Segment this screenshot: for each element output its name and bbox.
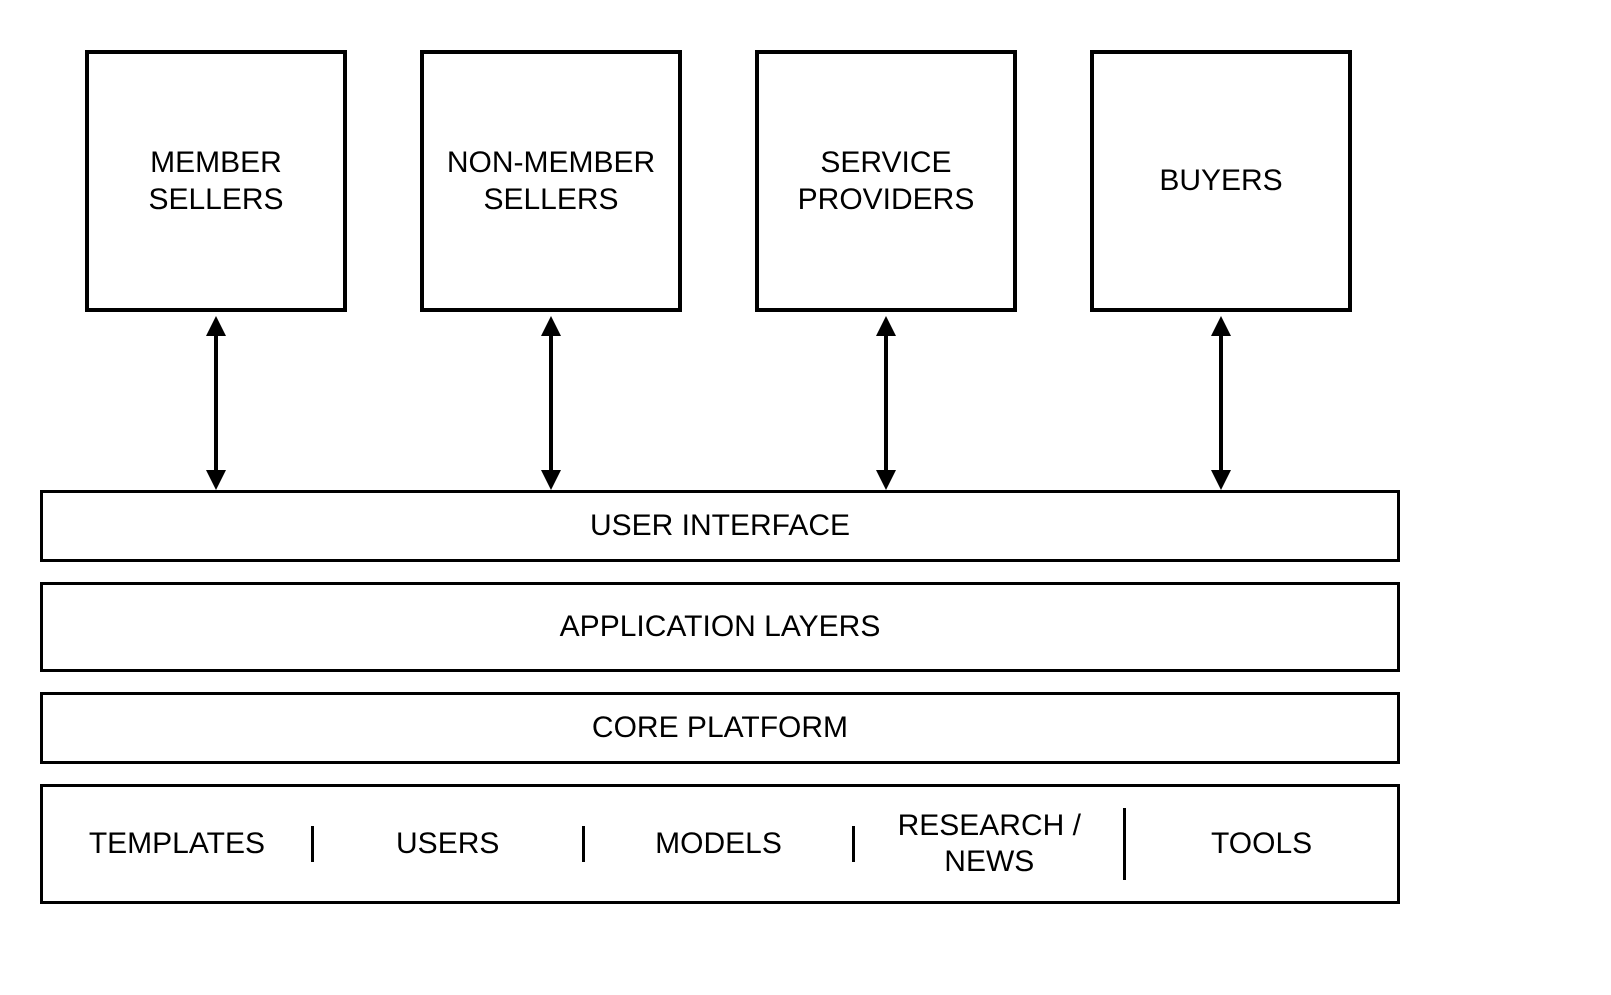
cell-models: MODELS [585, 826, 856, 862]
layer-label: APPLICATION LAYERS [560, 610, 881, 644]
bottom-row: TEMPLATES USERS MODELS RESEARCH / NEWS T… [40, 784, 1400, 904]
cell-users: USERS [314, 826, 585, 862]
cell-research-news: RESEARCH / NEWS [855, 808, 1126, 880]
layer-label: USER INTERFACE [590, 509, 850, 543]
cell-label: MODELS [655, 826, 782, 862]
architecture-diagram: MEMBER SELLERS NON-MEMBER SELLERS SERVIC… [0, 0, 1611, 995]
cell-tools: TOOLS [1126, 826, 1397, 862]
cell-label: TOOLS [1211, 826, 1312, 862]
cell-templates: TEMPLATES [43, 826, 314, 862]
cell-label: TEMPLATES [89, 826, 265, 862]
layer-core-platform: CORE PLATFORM [40, 692, 1400, 764]
cell-label: RESEARCH / NEWS [898, 808, 1081, 880]
layer-label: CORE PLATFORM [592, 711, 848, 745]
layer-application-layers: APPLICATION LAYERS [40, 582, 1400, 672]
cell-label: USERS [396, 826, 499, 862]
layer-user-interface: USER INTERFACE [40, 490, 1400, 562]
